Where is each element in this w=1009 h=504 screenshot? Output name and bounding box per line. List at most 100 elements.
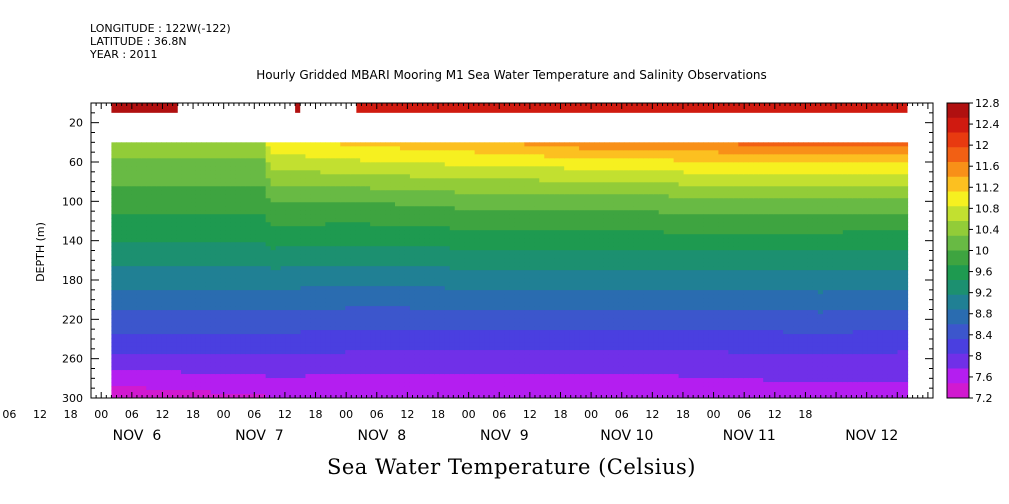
heat-cell: [345, 258, 351, 263]
heat-cell: [205, 390, 212, 395]
heat-cell: [181, 306, 187, 311]
heat-cell: [409, 162, 416, 167]
heat-cell: [439, 214, 446, 219]
heat-cell: [166, 374, 172, 379]
heat-cell: [414, 354, 421, 359]
heat-cell: [131, 218, 137, 223]
heat-cell: [395, 250, 401, 255]
heat-cell: [166, 206, 172, 211]
heat-cell: [255, 286, 262, 291]
heat-cell: [195, 342, 202, 347]
heat-cell: [330, 170, 336, 175]
heat-cell: [131, 342, 137, 347]
heat-cell: [355, 386, 361, 391]
heat-cell: [240, 350, 247, 355]
heat-cell: [399, 250, 406, 255]
heat-cell: [285, 362, 292, 367]
heat-cell: [494, 258, 501, 263]
heat-cell: [424, 382, 431, 387]
heat-cell: [414, 214, 421, 219]
heat-cell: [335, 162, 341, 167]
heat-cell: [365, 338, 371, 343]
heat-cell: [385, 254, 391, 259]
heat-cell: [469, 274, 476, 279]
heat-cell: [116, 282, 122, 287]
heat-cell: [210, 206, 217, 211]
heat-cell: [454, 366, 461, 371]
heat-cell: [220, 274, 227, 279]
heat-cell: [141, 274, 147, 279]
heat-cell: [275, 206, 282, 211]
heat-cell: [469, 366, 476, 371]
heat-cell: [345, 238, 351, 243]
heat-cell: [429, 190, 436, 195]
heat-cell: [305, 262, 312, 267]
heat-cell: [444, 182, 451, 187]
heat-cell: [255, 150, 262, 155]
heat-cell: [474, 218, 481, 223]
heat-cell: [434, 238, 441, 243]
heat-cell: [171, 350, 177, 355]
heat-cell: [156, 314, 162, 319]
heat-cell: [161, 226, 167, 231]
heat-cell: [370, 162, 376, 167]
heat-cell: [225, 382, 232, 387]
heat-cell: [161, 362, 167, 367]
heat-cell: [116, 322, 122, 327]
heat-cell: [350, 234, 356, 239]
heat-cell: [489, 142, 496, 147]
heat-cell: [200, 286, 207, 291]
heat-cell: [171, 142, 177, 147]
heat-cell: [454, 238, 461, 243]
heat-cell: [210, 146, 217, 151]
heat-cell: [300, 394, 307, 398]
heat-cell: [220, 194, 227, 199]
heat-cell: [484, 382, 491, 387]
heat-cell: [181, 338, 187, 343]
heat-cell: [191, 290, 197, 295]
heat-cell: [414, 186, 421, 191]
heat-cell: [335, 362, 341, 367]
heat-cell: [350, 142, 356, 147]
heat-cell: [161, 338, 167, 343]
heat-cell: [250, 190, 257, 195]
heat-cell: [161, 326, 167, 331]
heat-cell: [335, 202, 341, 207]
heat-cell: [360, 346, 366, 351]
heat-cell: [181, 362, 187, 367]
heat-cell: [310, 306, 317, 311]
heat-cell: [116, 194, 122, 199]
heat-cell: [121, 382, 127, 387]
heat-cell: [494, 374, 501, 379]
heat-cell: [320, 394, 326, 398]
heat-cell: [255, 206, 262, 211]
heat-cell: [355, 226, 361, 231]
heat-cell: [454, 198, 461, 203]
heat-cell: [146, 278, 152, 283]
heat-cell: [131, 330, 137, 335]
heat-cell: [200, 258, 207, 263]
heat-cell: [360, 254, 366, 259]
heat-cell: [424, 314, 431, 319]
heat-cell: [280, 198, 287, 203]
heat-cell: [439, 358, 446, 363]
heat-cell: [285, 338, 292, 343]
heat-cell: [370, 370, 376, 375]
heat-cell: [270, 302, 277, 307]
heat-cell: [330, 182, 336, 187]
heat-cell: [380, 250, 386, 255]
heat-cell: [116, 290, 122, 295]
heat-cell: [181, 358, 187, 363]
heat-cell: [126, 142, 132, 147]
heat-cell: [205, 166, 212, 171]
heat-cell: [370, 326, 376, 331]
heat-cell: [200, 206, 207, 211]
heat-cell: [489, 206, 496, 211]
heat-cell: [494, 238, 501, 243]
heat-cell: [146, 222, 152, 227]
heat-cell: [424, 186, 431, 191]
heat-cell: [176, 306, 182, 311]
heat-cell: [479, 322, 486, 327]
heat-cell: [404, 262, 411, 267]
heat-cell: [404, 142, 411, 147]
